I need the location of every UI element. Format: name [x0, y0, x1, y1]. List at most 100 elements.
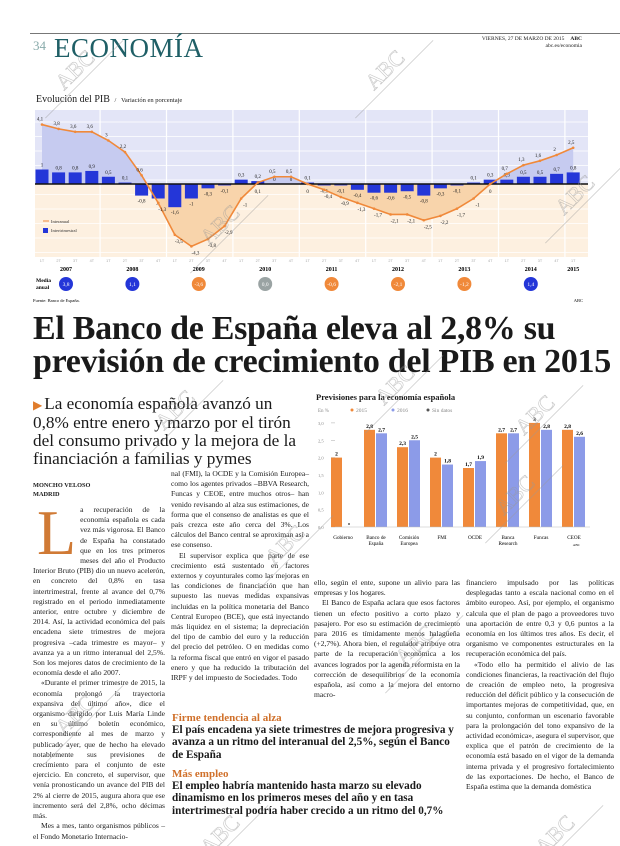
interanual-label: 0 [489, 190, 492, 195]
y-tick-label: 3,0 [318, 421, 324, 427]
quarter-tick: 2T [388, 259, 393, 263]
y-tick-label: 0,0 [318, 525, 324, 531]
forecast-bar [562, 429, 573, 527]
interanual-label: 0,7 [502, 167, 509, 172]
legend-swatch [350, 408, 354, 412]
interanual-point [289, 175, 293, 179]
y-tick-label: 0,5 [318, 508, 324, 514]
forecast-label: 2,7 [498, 427, 505, 433]
intertrimestral-bar [384, 184, 398, 193]
intertrimestral-bar [68, 172, 82, 184]
category-label: CEOE [567, 535, 581, 541]
interanual-point [571, 146, 575, 150]
forecast-label: 2,7 [378, 427, 385, 433]
brand: ABC [570, 36, 582, 42]
intertrimestral-label: -0,1 [337, 189, 345, 194]
intertrimestral-label: -0,8 [420, 200, 428, 205]
interanual-label: 4,1 [37, 118, 44, 123]
interanual-label: 2,2 [120, 145, 127, 150]
forecast-bar [508, 433, 519, 527]
intertrimestral-label: -0,6 [370, 197, 378, 202]
interanual-point [422, 218, 426, 222]
author: MONCHO VELOSO [33, 482, 91, 489]
intertrimestral-bar [101, 176, 115, 184]
section-url[interactable]: abc.es/economia [545, 43, 583, 49]
quarter-tick: 1T [438, 259, 443, 263]
legend-intertrimestral: Intertrimestral [51, 228, 77, 233]
intertrimestral-label: 0,8 [72, 166, 79, 171]
intertrimestral-bar [483, 179, 497, 184]
quarter-tick: 3T [339, 259, 344, 263]
intertrimestral-bar [400, 184, 414, 192]
forecast-bar [430, 457, 441, 527]
interanual-label: -0,9 [341, 202, 349, 207]
highlight-text: El país encadena ya siete trimestres de … [172, 724, 454, 761]
legend-swatch [391, 408, 395, 412]
category-label: España [369, 541, 385, 547]
intertrimestral-bar [85, 170, 99, 184]
forecast-label: 2 [335, 452, 338, 458]
interanual-point [389, 213, 392, 216]
quarter-tick: 1T [106, 259, 111, 263]
article-column-2: nal (FMI), la OCDE y la Comisión Europea… [171, 469, 309, 683]
interanual-label: 0,5 [286, 170, 293, 175]
intertrimestral-label: -0,5 [403, 195, 411, 200]
forecast-bar [331, 457, 342, 527]
intertrimestral-bar [533, 176, 547, 184]
header-rule [30, 33, 620, 34]
interanual-point [256, 181, 260, 184]
intertrimestral-label: -1,6 [171, 211, 179, 216]
article-column-1: L a recuperación de la economía española… [33, 497, 165, 842]
watermark-line [525, 805, 604, 846]
interanual-point [90, 130, 94, 134]
forecast-label: 1,7 [465, 462, 472, 468]
annual-label: Media [36, 278, 51, 284]
legend-label: Sin datos [432, 408, 452, 414]
paragraph: nal (FMI), la OCDE y la Comisión Europea… [171, 469, 309, 550]
intertrimestral-label: -0,8 [138, 200, 146, 205]
forecast-label: 1,8 [444, 459, 451, 465]
quarter-tick: 2T [56, 259, 61, 263]
no-data-dot [348, 523, 350, 525]
forecast-label: 2,5 [411, 434, 418, 440]
paragraph: El supervisor explica que parte de ese c… [171, 550, 309, 683]
interanual-label: -2,1 [391, 219, 399, 224]
interanual-label: -1,3 [158, 208, 166, 213]
annual-average-badge [391, 277, 405, 291]
quarter-tick: 4T [422, 259, 427, 263]
legend-interanual: Interanual [51, 219, 70, 224]
year-label: 2013 [458, 267, 470, 273]
interanual-label: -1,3 [357, 208, 365, 213]
intertrimestral-label: -0,6 [387, 197, 395, 202]
forecast-bar [475, 461, 486, 527]
headline: El Banco de España eleva al 2,8% su prev… [33, 310, 611, 380]
interanual-label: 2,5 [568, 141, 575, 146]
interanual-point [40, 123, 44, 126]
annual-average-value: 3,8 [63, 282, 70, 288]
drop-cap: L [37, 497, 77, 568]
paragraph: «Durante el primer trimestre de 2015, la… [33, 678, 165, 821]
interanual-label: -1,7 [374, 214, 382, 219]
quarter-tick: 3T [73, 259, 78, 263]
interanual-label: 3,6 [87, 125, 94, 130]
intertrimestral-bar [500, 179, 514, 184]
forecast-label: 2,8 [564, 424, 571, 430]
interanual-point [405, 213, 409, 216]
interanual-point [555, 153, 558, 157]
abc-watermark: ABC [525, 805, 604, 846]
forecast-bar [463, 468, 474, 527]
forecast-label: 1,9 [477, 455, 484, 461]
paragraph: Mes a mes, tanto organismos públicos –el… [33, 821, 165, 841]
page-number: 34 [33, 38, 46, 53]
intertrimestral-label: 0,8 [55, 166, 62, 171]
forecast-bar [541, 429, 552, 527]
forecast-bar [529, 422, 540, 527]
forecast-label: 2,7 [510, 427, 517, 433]
forecast-label: 2,6 [576, 431, 583, 437]
forecast-bar [364, 429, 375, 527]
chart-source: Fuente: Banco de España. [33, 298, 80, 303]
article-column-4: financiero impulsado por las políticas d… [466, 578, 614, 792]
interanual-point [472, 197, 475, 200]
annual-average-badge [324, 277, 339, 291]
interanual-label: -3,5 [175, 240, 183, 245]
